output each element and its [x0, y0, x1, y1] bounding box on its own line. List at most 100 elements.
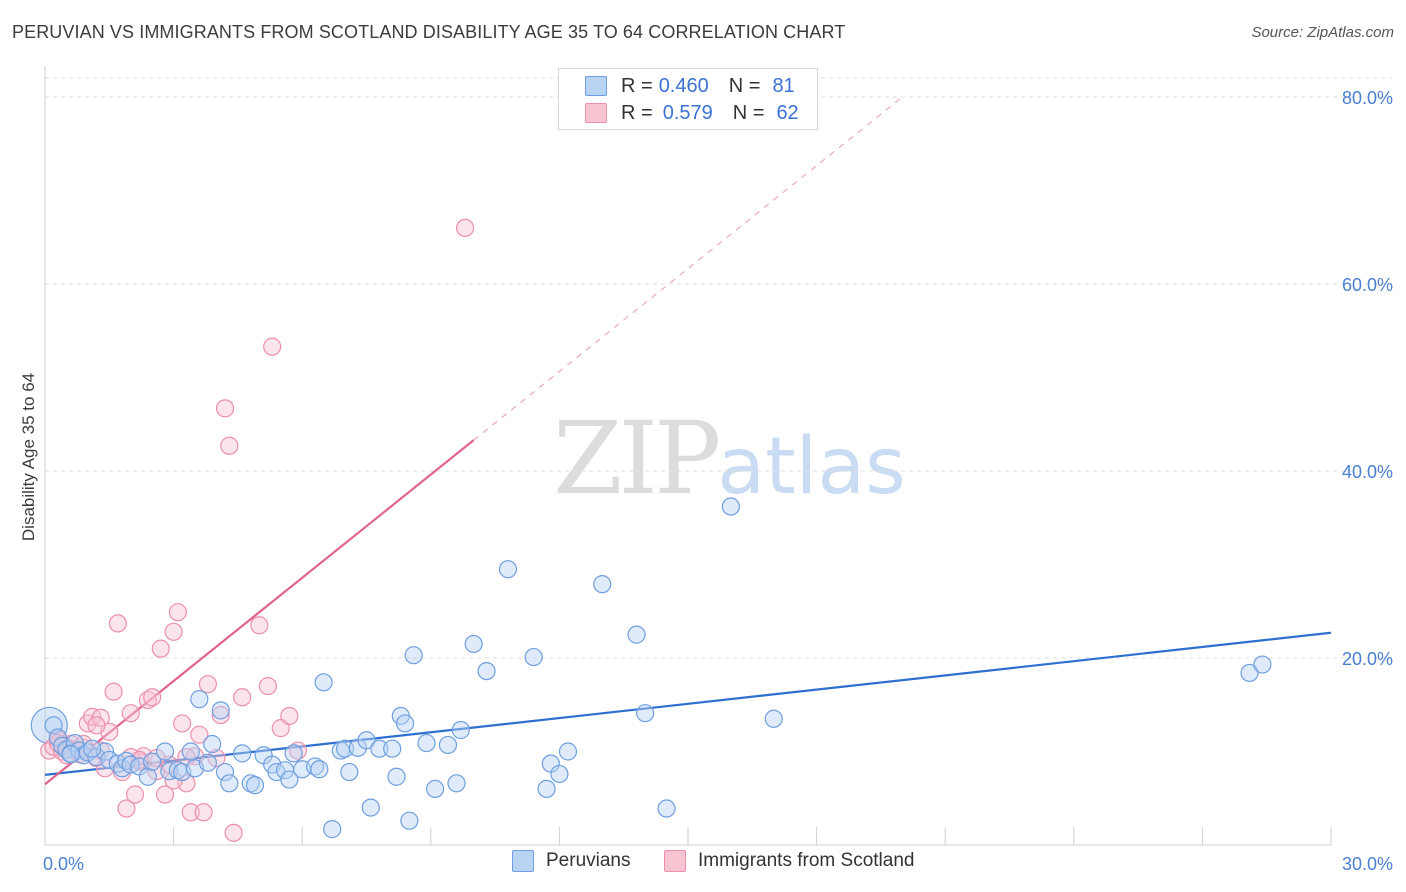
chart-source: Source: ZipAtlas.com	[1251, 24, 1394, 41]
legend-r-label: R =	[621, 101, 653, 124]
peruvian-point	[438, 735, 458, 755]
legend-r-label: R =	[621, 74, 653, 97]
scotland-point	[173, 714, 192, 733]
peruvian-point	[1240, 663, 1259, 683]
peruvian-point	[383, 739, 402, 758]
scotland-point	[220, 436, 239, 455]
legend-row-peruvians: R = 0.460 N = 81	[585, 73, 795, 99]
watermark-atlas: atlas	[717, 422, 906, 512]
scotland-trend-extension	[473, 96, 903, 441]
x-tick-label: 0.0%	[43, 854, 84, 874]
y-tick-label: 60.0%	[1342, 275, 1393, 295]
peruvian-point	[400, 811, 419, 830]
peruvian-point	[425, 779, 445, 799]
peruvian-point	[220, 774, 239, 793]
series-swatch-blue	[512, 850, 534, 872]
peruvian-point	[280, 770, 299, 789]
peruvian-point	[550, 764, 569, 784]
scotland-point	[190, 725, 209, 744]
legend-n-label: N =	[732, 101, 765, 124]
series-legend-scotland: Immigrants from Scotland	[664, 850, 914, 872]
scotland-point	[263, 337, 282, 356]
peruvian-point	[1253, 655, 1272, 674]
series-legend-label: Immigrants from Scotland	[698, 850, 915, 871]
peruvian-point	[537, 779, 556, 799]
legend-n-value: 81	[772, 74, 795, 97]
legend-r-value: 0.579	[662, 101, 713, 124]
scotland-point	[455, 218, 475, 237]
legend-row-scotland: R = 0.579 N = 62	[585, 100, 799, 126]
y-tick-label: 20.0%	[1342, 649, 1393, 669]
peruvian-point	[138, 767, 157, 786]
scotland-point	[168, 603, 187, 622]
scotland-point	[155, 785, 175, 804]
peruvian-point	[314, 673, 333, 692]
scotland-point	[164, 622, 183, 641]
y-axis-label: Disability Age 35 to 64	[19, 373, 38, 541]
zipatlas-watermark: ZIPatlas	[553, 400, 906, 517]
peruvian-point	[198, 753, 217, 772]
scotland-point	[117, 799, 136, 818]
trend-lines	[44, 96, 1332, 786]
peruvian-point	[211, 701, 230, 720]
peruvian-point	[335, 739, 355, 758]
scotland-point	[224, 823, 243, 842]
peruvian-point	[357, 731, 376, 750]
scotland-point	[121, 704, 140, 723]
legend-r-value: 0.460	[658, 74, 709, 97]
legend-n-value: 62	[776, 101, 799, 124]
peruvian-point	[721, 497, 740, 516]
scotland-point	[87, 716, 106, 735]
peruvian-point	[387, 767, 406, 786]
scotland-point	[250, 616, 269, 635]
scotland-point	[207, 748, 226, 768]
series-legend-label: Peruvians	[546, 850, 631, 871]
peruvian-point	[451, 720, 470, 740]
peruvian-point	[404, 646, 423, 665]
peruvian-point	[636, 704, 655, 723]
peruvian-point	[203, 734, 222, 754]
y-tick-label: 40.0%	[1342, 462, 1393, 482]
legend-n-label: N =	[728, 74, 761, 97]
chart-title: PERUVIAN VS IMMIGRANTS FROM SCOTLAND DIS…	[12, 22, 846, 42]
peruvian-point	[477, 661, 496, 681]
y-tick-label: 80.0%	[1342, 88, 1393, 108]
correlation-legend: R = 0.460 N = 81 R = 0.579 N = 62	[558, 68, 818, 130]
peruvian-point	[215, 762, 235, 782]
peruvian-point	[370, 739, 389, 758]
scotland-point	[215, 399, 235, 418]
peruvian-point	[417, 733, 436, 753]
data-points	[30, 218, 1272, 842]
peruvian-point	[593, 575, 612, 594]
peruvian-point	[181, 742, 200, 761]
peruvian-point	[233, 744, 252, 763]
peruvian-point	[190, 690, 209, 709]
scotland-point	[233, 688, 252, 707]
scotland-point	[211, 705, 230, 725]
peruvian-point	[83, 739, 102, 758]
scotland-point	[181, 803, 200, 822]
scotland-point	[194, 803, 213, 822]
peruvian-point	[61, 745, 80, 764]
scotland-point	[104, 682, 123, 701]
peruvian-trend-line	[44, 631, 1332, 776]
peruvian-point	[498, 560, 518, 579]
peruvian-point	[464, 634, 483, 654]
scotland-point	[280, 706, 299, 726]
peruvian-point	[524, 647, 543, 667]
scotland-point	[198, 675, 217, 694]
peruvian-point	[395, 714, 415, 733]
scotland-point	[143, 688, 162, 707]
grid-lines	[45, 77, 1392, 659]
peruvian-point	[245, 776, 265, 795]
scotland-point	[125, 785, 145, 804]
series-legend: Peruvians Immigrants from Scotland	[0, 850, 1406, 878]
peruvian-point	[361, 798, 380, 817]
peruvian-point	[155, 742, 175, 761]
axis-labels: 20.0% 40.0% 60.0% 80.0% 0.0% 30.0% Disability …	[19, 88, 1393, 874]
legend-swatch-pink	[585, 103, 607, 123]
peruvian-point	[340, 762, 359, 782]
watermark-zip: ZIP	[553, 400, 721, 517]
peruvian-point	[143, 752, 162, 771]
peruvian-point	[310, 760, 329, 779]
